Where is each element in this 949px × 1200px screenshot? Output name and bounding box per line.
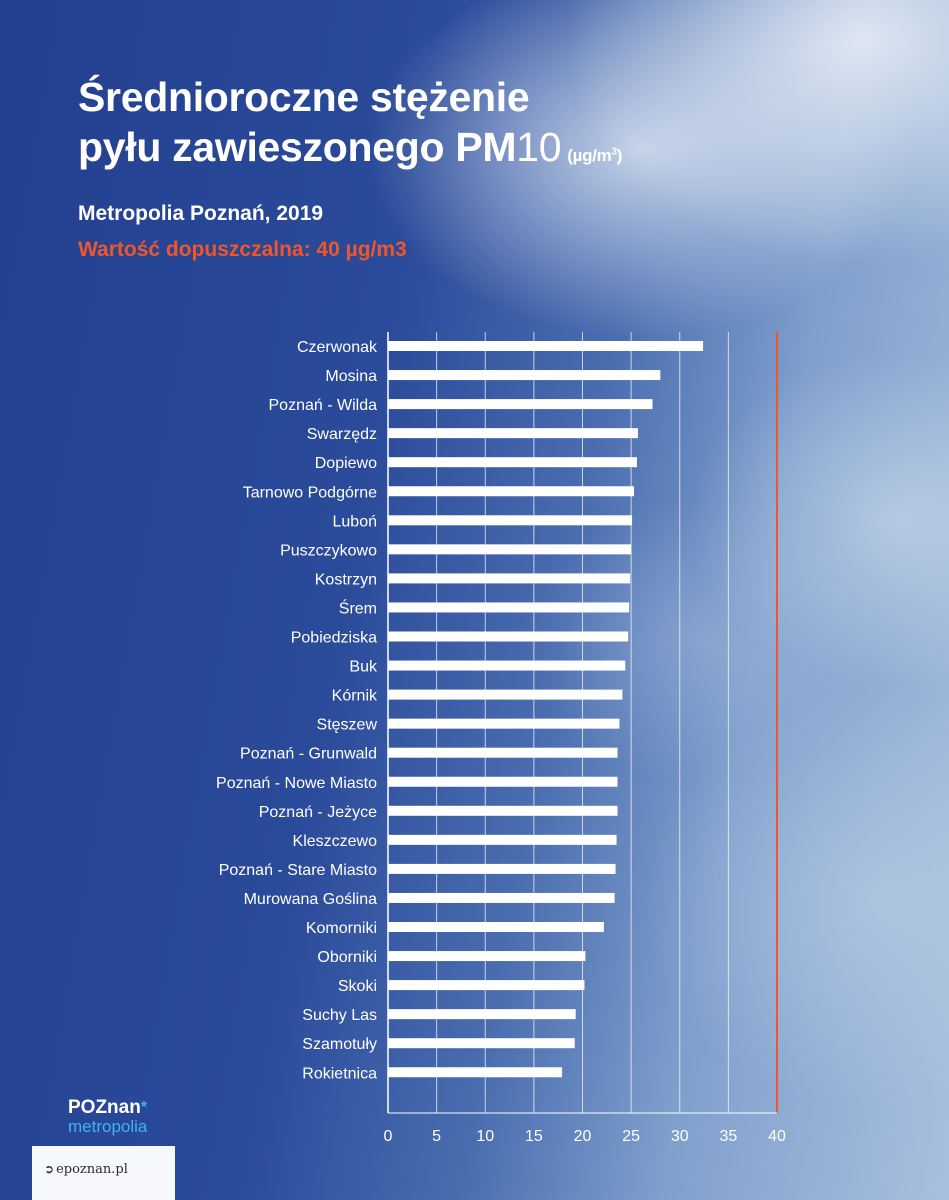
category-label: Tarnowo Podgórne: [243, 484, 377, 501]
limit-value-note: Wartość dopuszczalna: 40 µg/m3: [78, 238, 407, 261]
source-watermark: ➲ epoznan.pl: [32, 1146, 175, 1200]
bar: [388, 834, 617, 845]
logo-brand-text: POZnan: [68, 1097, 141, 1118]
bar: [388, 718, 620, 729]
x-tick-label: 0: [384, 1128, 393, 1145]
bar: [388, 370, 661, 381]
logo-brand: POZnan*: [68, 1098, 147, 1118]
bar: [388, 399, 653, 410]
title-unit: (µg/m3): [567, 146, 622, 165]
title-unit-sup: 3: [611, 146, 617, 158]
bar: [388, 1067, 563, 1078]
bar: [388, 980, 585, 991]
bar: [388, 544, 632, 555]
category-label: Oborniki: [317, 949, 377, 966]
category-label: Swarzędz: [307, 426, 377, 443]
category-label: Dopiewo: [315, 455, 377, 472]
x-tick-label: 20: [574, 1128, 592, 1145]
category-label: Pobiedziska: [291, 630, 377, 647]
category-label: Kleszczewo: [293, 833, 378, 850]
bar: [388, 805, 618, 816]
chart-subtitle: Metropolia Poznań, 2019: [78, 202, 324, 225]
category-label: Stęszew: [317, 717, 378, 734]
category-label: Poznań - Stare Miasto: [219, 862, 377, 879]
chart-title: Średnioroczne stężenie pyłu zawieszonego…: [78, 72, 622, 181]
bar: [388, 428, 638, 439]
source-text: epoznan.pl: [56, 1162, 128, 1177]
category-label: Suchy Las: [302, 1007, 377, 1024]
bars: [388, 341, 704, 1078]
category-label: Poznań - Nowe Miasto: [216, 775, 377, 792]
title-line-2: pyłu zawieszonego PM: [78, 124, 517, 170]
bar: [388, 515, 633, 526]
bar: [388, 631, 629, 642]
category-label: Puszczykowo: [280, 542, 377, 559]
bar: [388, 602, 630, 613]
category-label: Poznań - Jeżyce: [259, 804, 377, 821]
bar: [388, 863, 616, 874]
x-tick-label: 40: [768, 1128, 786, 1145]
category-label: Komorniki: [306, 920, 377, 937]
category-label: Murowana Goślina: [244, 891, 378, 908]
category-label: Śrem: [339, 598, 377, 617]
x-tick-label: 5: [432, 1128, 441, 1145]
category-label: Poznań - Wilda: [269, 397, 378, 414]
bar: [388, 457, 637, 468]
x-tick-label: 35: [719, 1128, 737, 1145]
logo-sub: metropolia: [68, 1117, 148, 1136]
bar: [388, 922, 604, 932]
category-label: Poznań - Grunwald: [240, 746, 377, 763]
bird-icon: ➲: [44, 1162, 55, 1176]
bar: [388, 660, 626, 671]
x-axis-ticks: 0 5 10 15 20 25 30 35 40: [384, 1128, 786, 1145]
bar: [388, 747, 618, 758]
title-line-1: Średnioroczne stężenie: [78, 74, 530, 120]
logo-star-icon: *: [140, 1099, 148, 1116]
category-label: Szamotuły: [302, 1036, 377, 1053]
x-tick-label: 25: [622, 1128, 640, 1145]
category-label: Kórnik: [332, 688, 378, 705]
bar: [388, 486, 635, 497]
category-label: Luboń: [333, 513, 378, 530]
bar: [388, 573, 631, 584]
bar: [388, 689, 623, 700]
x-tick-label: 15: [525, 1128, 543, 1145]
bar: [388, 776, 618, 787]
bar: [388, 892, 615, 903]
category-label: Rokietnica: [302, 1065, 377, 1082]
category-label: Buk: [349, 659, 378, 676]
bar: [388, 1038, 575, 1049]
category-label: Kostrzyn: [315, 571, 377, 588]
bar: [388, 1009, 576, 1020]
title-unit-text: (µg/m: [567, 146, 612, 165]
x-tick-label: 10: [476, 1128, 494, 1145]
bar: [388, 341, 704, 351]
category-label: Mosina: [325, 368, 377, 385]
title-pm-number: 10: [516, 124, 562, 170]
title-unit-close: ): [616, 146, 623, 165]
category-label: Czerwonak: [297, 339, 378, 356]
category-labels: Czerwonak Mosina Poznań - Wilda Swarzędz Dop…: [216, 339, 378, 1082]
bar: [388, 951, 586, 962]
poznan-metropolia-logo: POZnan* metropolia: [68, 1098, 147, 1136]
x-tick-label: 30: [671, 1128, 689, 1145]
category-label: Skoki: [338, 978, 377, 995]
